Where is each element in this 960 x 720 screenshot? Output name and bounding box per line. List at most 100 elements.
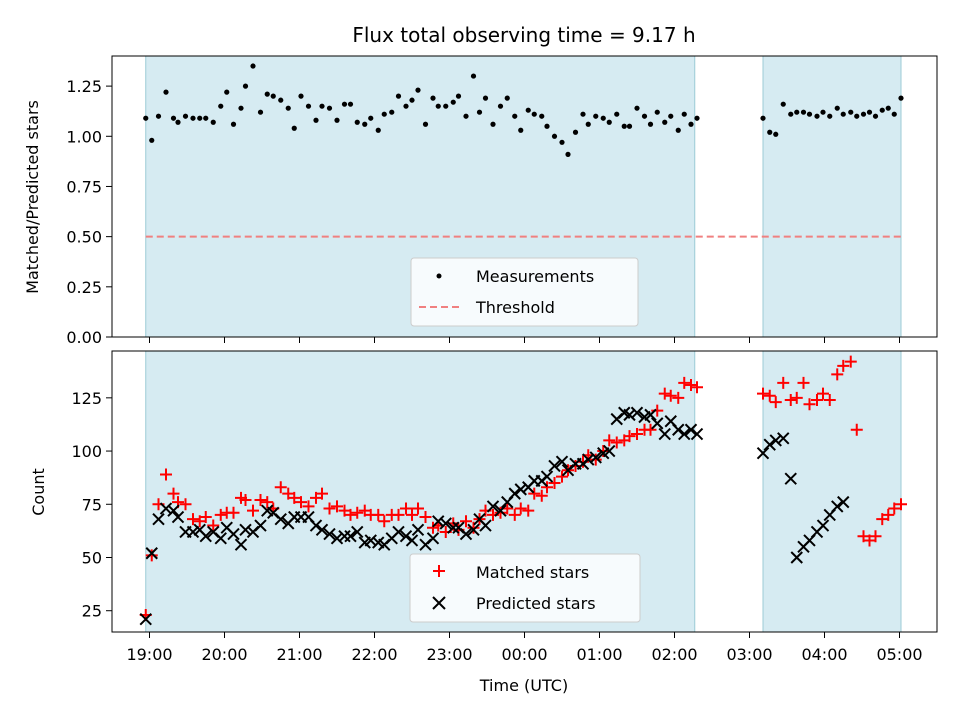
matched-stars-point [467, 521, 480, 534]
predicted-stars-point [831, 500, 844, 513]
measurement-point [767, 129, 773, 135]
measurement-point [827, 113, 833, 119]
measurement-point [539, 113, 545, 119]
matched-stars-point [797, 376, 810, 389]
predicted-stars-point [167, 504, 180, 517]
measurement-point [170, 115, 177, 121]
predicted-stars-point [234, 538, 248, 551]
legend-label-measurements: Measurements [476, 267, 594, 286]
y-tick-label: 25 [82, 602, 102, 621]
legend-marker-predicted [432, 596, 446, 610]
measurement-point [848, 109, 854, 115]
measurement-point [788, 111, 794, 117]
x-tick-label: 03:00 [726, 645, 772, 664]
matched-stars-point [351, 506, 364, 519]
measurement-point [606, 119, 612, 125]
measurement-point [270, 93, 276, 99]
measurement-point [470, 73, 477, 79]
predicted-stars-point [139, 613, 152, 626]
matched-stars-point [672, 391, 685, 404]
ratio-legend-box [410, 257, 639, 327]
matched-stars-point [685, 379, 697, 392]
measurement-point [668, 113, 674, 119]
measurement-point [585, 121, 591, 127]
predicted-stars-point [837, 495, 850, 509]
measurement-point [230, 121, 237, 127]
measurement-point [257, 109, 264, 115]
measurement-point [197, 115, 203, 121]
matched-stars-point [145, 549, 158, 562]
matched-stars-point [623, 430, 636, 443]
chart-title: Flux total observing time = 9.17 h [352, 23, 695, 47]
measurement-point [313, 117, 319, 123]
measurement-point [694, 115, 700, 121]
matched-stars-point [295, 496, 307, 509]
measurement-point [504, 95, 510, 101]
matched-stars-point [823, 393, 836, 406]
measurement-point [806, 111, 813, 117]
predicted-stars-point [399, 529, 413, 543]
measurement-point [497, 103, 504, 109]
x-axis-label: Time (UTC) [479, 676, 568, 695]
measurement-point [654, 109, 660, 115]
y-tick-label: 0.00 [66, 328, 102, 347]
measurement-point [476, 109, 483, 115]
predicted-stars-point [315, 523, 329, 537]
predicted-stars-point [364, 534, 377, 547]
measurement-point [155, 113, 162, 119]
matched-stars-point [589, 453, 602, 466]
measurement-point [403, 103, 409, 109]
matched-stars-point [535, 489, 548, 502]
matched-stars-point [199, 511, 212, 524]
measurement-point [681, 111, 687, 117]
measurement-point [760, 115, 766, 121]
matched-stars-point [400, 502, 412, 515]
legend-marker-measurements [436, 273, 442, 279]
predicted-stars-point [274, 512, 287, 526]
measurement-point [362, 121, 368, 127]
predicted-stars-point [479, 519, 492, 532]
measurement-point [559, 139, 565, 145]
y-tick-label: 50 [82, 548, 102, 567]
matched-stars-point [691, 381, 703, 394]
measurement-point [203, 115, 209, 121]
measurement-point [242, 83, 249, 89]
count-legend: Matched stars Predicted stars [409, 553, 641, 623]
measurement-point [675, 127, 681, 133]
predicted-stars-point [152, 512, 165, 526]
measurement-point [885, 105, 891, 111]
measurement-point [143, 115, 149, 121]
measurement-point [326, 105, 333, 111]
measurement-point [430, 95, 436, 101]
predicted-stars-point [644, 408, 657, 422]
x-tick-label: 01:00 [576, 645, 622, 664]
measurement-point [375, 127, 381, 133]
measurement-point [688, 121, 694, 127]
measurement-point [264, 91, 270, 97]
measurement-point [794, 109, 800, 115]
matched-stars-point [392, 508, 405, 521]
predicted-stars-point [330, 532, 344, 545]
matched-stars-point [811, 393, 823, 406]
measurement-point [210, 119, 216, 125]
x-tick-label: 00:00 [501, 645, 547, 664]
x-tick-label: 21:00 [276, 645, 322, 664]
matched-stars-point [522, 504, 535, 517]
matched-stars-point [548, 476, 561, 489]
matched-stars-point [372, 508, 385, 521]
predicted-stars-point [555, 455, 569, 468]
ratio-y-axis-label: Matched/Predicted stars [23, 100, 42, 294]
measurement-point [854, 113, 860, 119]
predicted-stars-point [514, 483, 527, 496]
measurement-point [175, 119, 181, 125]
measurement-point [238, 105, 244, 111]
predicted-stars-point [589, 451, 602, 464]
measurement-point [285, 105, 291, 111]
predicted-stars-point [239, 523, 252, 537]
matched-stars-point [597, 445, 610, 458]
measurement-point [544, 123, 550, 129]
matched-stars-point [631, 428, 643, 441]
predicted-stars-point [690, 427, 704, 441]
measurement-point [455, 93, 462, 99]
